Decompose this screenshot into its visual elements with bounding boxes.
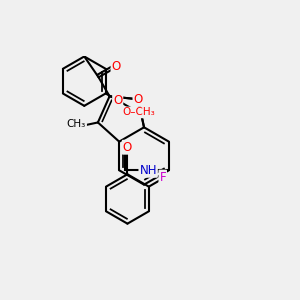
Text: CH₃: CH₃ [67,119,86,129]
Text: O: O [113,94,122,107]
Text: O: O [134,93,143,106]
Text: O–CH₃: O–CH₃ [122,107,155,117]
Text: F: F [159,171,166,184]
Text: NH: NH [140,164,157,177]
Text: O: O [112,60,121,73]
Text: O: O [123,141,132,154]
